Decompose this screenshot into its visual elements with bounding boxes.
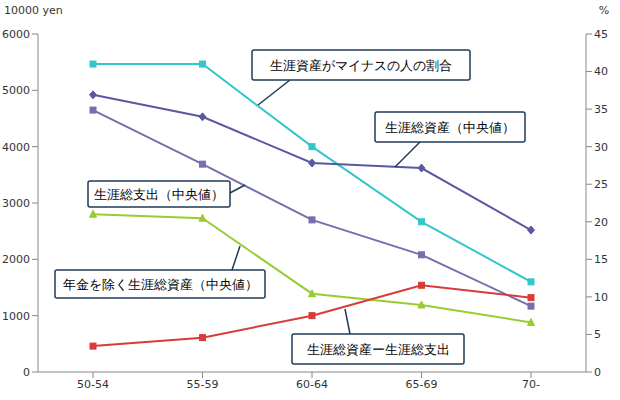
svg-text:生涯総資産（中央値）: 生涯総資産（中央値） — [385, 120, 515, 135]
svg-text:10000 yen: 10000 yen — [8, 4, 63, 17]
svg-text:40: 40 — [594, 65, 608, 78]
svg-text:15: 15 — [594, 253, 608, 266]
svg-text:30: 30 — [594, 141, 608, 154]
svg-text:生涯資産がマイナスの人の割合: 生涯資産がマイナスの人の割合 — [270, 58, 452, 73]
svg-text:5: 5 — [594, 328, 601, 341]
svg-text:1000: 1000 — [8, 310, 30, 323]
svg-text:25: 25 — [594, 178, 608, 191]
svg-text:2000: 2000 — [8, 253, 30, 266]
svg-text:%: % — [599, 4, 609, 17]
svg-text:年金を除く生涯総資産（中央値）: 年金を除く生涯総資産（中央値） — [63, 277, 258, 292]
svg-text:0: 0 — [23, 366, 30, 379]
svg-text:3000: 3000 — [8, 197, 30, 210]
svg-text:55-59: 55-59 — [187, 378, 219, 391]
svg-text:35: 35 — [594, 103, 608, 116]
svg-text:0: 0 — [594, 366, 601, 379]
svg-text:65-69: 65-69 — [406, 378, 438, 391]
svg-text:10: 10 — [594, 291, 608, 304]
svg-text:70-: 70- — [522, 378, 540, 391]
svg-text:45: 45 — [594, 28, 608, 41]
svg-text:50-54: 50-54 — [77, 378, 109, 391]
svg-text:5000: 5000 — [8, 84, 30, 97]
svg-text:生涯総支出（中央値）: 生涯総支出（中央値） — [94, 187, 224, 202]
svg-text:20: 20 — [594, 216, 608, 229]
svg-text:4000: 4000 — [8, 141, 30, 154]
svg-text:6000: 6000 — [8, 28, 30, 41]
svg-text:生涯総資産ー生涯総支出: 生涯総資産ー生涯総支出 — [307, 342, 450, 357]
svg-text:60-64: 60-64 — [296, 378, 328, 391]
